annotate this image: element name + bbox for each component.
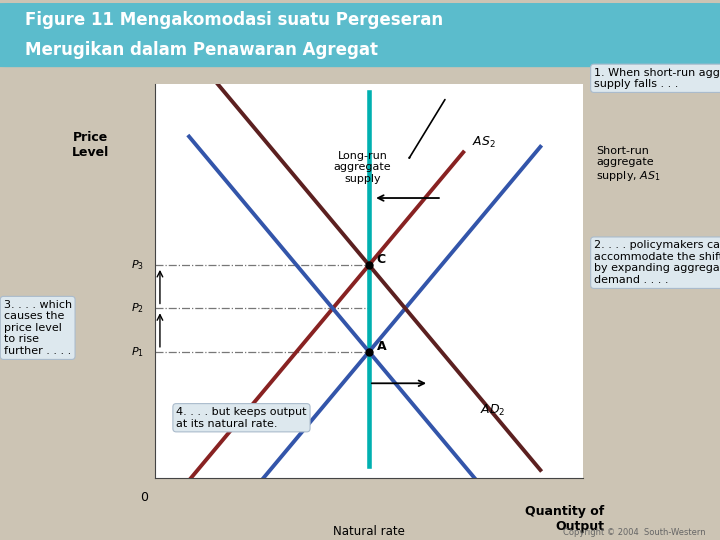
Text: Copyright © 2004  South-Western: Copyright © 2004 South-Western <box>563 528 706 537</box>
Text: Merugikan dalam Penawaran Agregat: Merugikan dalam Penawaran Agregat <box>24 41 378 59</box>
Text: A: A <box>377 340 387 353</box>
Text: C: C <box>377 253 386 266</box>
Text: 0: 0 <box>140 491 148 504</box>
Text: 4. . . . but keeps output
at its natural rate.: 4. . . . but keeps output at its natural… <box>176 407 307 429</box>
Text: 1. When short-run aggregate
supply falls . . .: 1. When short-run aggregate supply falls… <box>594 68 720 89</box>
Text: $P_2$: $P_2$ <box>131 301 144 315</box>
Text: 3. . . . which
causes the
price level
to rise
further . . . .: 3. . . . which causes the price level to… <box>4 300 72 356</box>
Text: 2. . . . policymakers can
accommodate the shift
by expanding aggregate
demand . : 2. . . . policymakers can accommodate th… <box>594 240 720 285</box>
Text: $AD_2$: $AD_2$ <box>480 403 506 418</box>
Text: $P_3$: $P_3$ <box>131 258 144 272</box>
Text: Natural rate
of output: Natural rate of output <box>333 525 405 540</box>
FancyBboxPatch shape <box>0 3 720 67</box>
Text: Figure 11 Mengakomodasi suatu Pergeseran: Figure 11 Mengakomodasi suatu Pergeseran <box>24 11 443 29</box>
Text: Price
Level: Price Level <box>72 131 109 159</box>
Text: Quantity of
Output: Quantity of Output <box>526 505 605 534</box>
Text: Short-run
aggregate
supply, $AS_1$: Short-run aggregate supply, $AS_1$ <box>596 146 661 184</box>
Text: $AS_2$: $AS_2$ <box>472 135 495 150</box>
Text: $P_1$: $P_1$ <box>131 345 144 359</box>
Text: Long-run
aggregate
supply: Long-run aggregate supply <box>334 151 392 184</box>
